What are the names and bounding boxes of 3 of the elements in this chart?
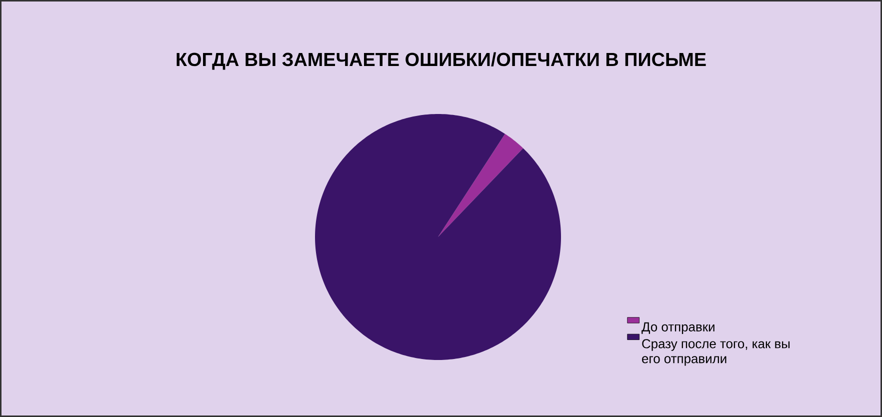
chart-title: КОГДА ВЫ ЗАМЕЧАЕТЕ ОШИБКИ/ОПЕЧАТКИ В ПИСЬМЕ <box>176 52 706 70</box>
legend-label: Сразу после того, как вы его отправили <box>642 339 790 366</box>
legend-label: До отправки <box>642 322 714 334</box>
